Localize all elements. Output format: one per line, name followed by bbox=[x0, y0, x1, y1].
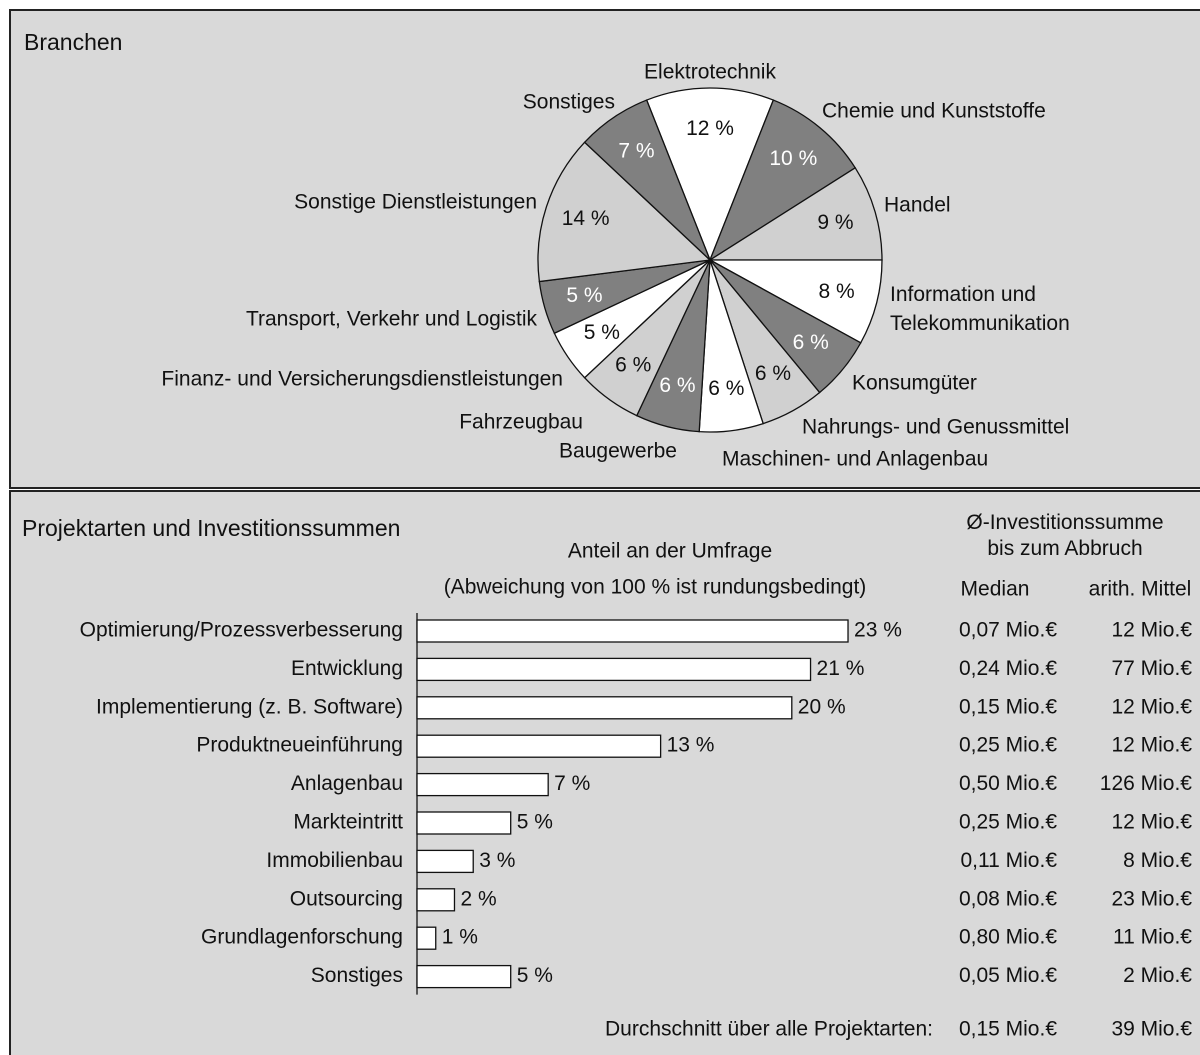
table-cell: 0,25 Mio.€ bbox=[959, 734, 1057, 757]
table-cell: 12 Mio.€ bbox=[1111, 734, 1192, 757]
category-label: Chemie und Kunststoffe bbox=[822, 100, 1046, 123]
bar bbox=[416, 926, 437, 950]
value-label: 5 % bbox=[517, 811, 553, 834]
slice-label: 6 % bbox=[793, 331, 829, 354]
bar bbox=[416, 734, 662, 758]
category-label: Elektrotechnik bbox=[644, 61, 776, 84]
category-label: Baugewerbe bbox=[559, 440, 677, 463]
table-cell: 0,80 Mio.€ bbox=[959, 926, 1057, 949]
category-label: Nahrungs- und Genussmittel bbox=[802, 416, 1069, 439]
bar bbox=[416, 811, 512, 835]
y-tick-label: Produktneueinführung bbox=[196, 734, 403, 757]
table-cell: 8 Mio.€ bbox=[1123, 849, 1192, 872]
table-cell: 0,11 Mio.€ bbox=[961, 849, 1058, 872]
bar bbox=[416, 696, 793, 720]
subtitle: (Abweichung von 100 % ist rundungsbeding… bbox=[444, 576, 867, 599]
category-label: Sonstiges bbox=[523, 91, 615, 114]
pie-slice bbox=[645, 87, 775, 262]
bar-title: Projektarten und Investitionssummen bbox=[22, 515, 400, 541]
slice-label: 6 % bbox=[659, 374, 695, 397]
table-cell: 0,07 Mio.€ bbox=[959, 619, 1057, 642]
table-cell: 2 Mio.€ bbox=[1123, 964, 1192, 987]
bar bbox=[416, 772, 549, 797]
bar-panel bbox=[9, 490, 1200, 1055]
column-header: arith. Mittel bbox=[1089, 578, 1192, 601]
table-header: Ø-Investitionssumme bis zum Abbruch bbox=[966, 511, 1163, 560]
y-tick-label: Optimierung/Prozessverbesserung bbox=[80, 619, 403, 642]
table-cell: 0,05 Mio.€ bbox=[959, 964, 1057, 987]
pie-slice bbox=[583, 99, 711, 261]
slice-label: 5 % bbox=[566, 284, 602, 307]
column-header: Median bbox=[961, 578, 1030, 601]
bar bbox=[416, 964, 512, 989]
value-label: 7 % bbox=[554, 772, 590, 795]
value-label: 1 % bbox=[442, 926, 478, 949]
slice-label: 12 % bbox=[686, 117, 734, 140]
table-cell: 12 Mio.€ bbox=[1111, 695, 1192, 718]
y-tick-label: Immobilienbau bbox=[266, 849, 403, 872]
category-label: Handel bbox=[884, 194, 951, 217]
slice-label: 6 % bbox=[708, 377, 744, 400]
category-label: Fahrzeugbau bbox=[459, 411, 583, 434]
table-cell: 0,15 Mio.€ bbox=[959, 695, 1057, 718]
value-label: 23 % bbox=[854, 619, 902, 642]
footer-label: Durchschnitt über alle Projektarten: bbox=[605, 1018, 933, 1041]
y-tick-label: Grundlagenforschung bbox=[201, 926, 403, 949]
table-cell: 12 Mio.€ bbox=[1111, 811, 1192, 834]
category-label: Finanz- und Versicherungsdienstleistunge… bbox=[161, 368, 563, 391]
table-cell: 12 Mio.€ bbox=[1111, 619, 1192, 642]
bar bbox=[416, 657, 812, 682]
y-tick-label: Implementierung (z. B. Software) bbox=[96, 695, 403, 718]
category-label: Maschinen- und Anlagenbau bbox=[722, 448, 988, 471]
y-tick-label: Markteintritt bbox=[293, 811, 403, 834]
footer-value: 39 Mio.€ bbox=[1111, 1018, 1192, 1041]
bar bbox=[416, 849, 474, 874]
table-cell: 0,50 Mio.€ bbox=[959, 772, 1057, 795]
value-label: 5 % bbox=[517, 964, 553, 987]
table-cell: 11 Mio.€ bbox=[1113, 926, 1192, 949]
table-cell: 23 Mio.€ bbox=[1111, 887, 1192, 910]
y-tick-label: Outsourcing bbox=[290, 887, 403, 910]
pie-slice bbox=[708, 99, 857, 262]
bar bbox=[416, 888, 456, 912]
y-tick-label: Anlagenbau bbox=[291, 772, 403, 795]
slice-label: 6 % bbox=[615, 353, 651, 376]
slice-label: 5 % bbox=[584, 321, 620, 344]
slice-label: 9 % bbox=[817, 211, 853, 234]
category-label: Konsumgüter bbox=[852, 372, 977, 395]
value-label: 3 % bbox=[479, 849, 515, 872]
value-label: 20 % bbox=[798, 695, 846, 718]
value-label: 21 % bbox=[817, 657, 865, 680]
table-cell: 77 Mio.€ bbox=[1111, 657, 1192, 680]
pie-slice bbox=[707, 166, 883, 261]
slice-label: 10 % bbox=[769, 147, 817, 170]
bar bbox=[416, 619, 849, 643]
slice-label: 6 % bbox=[755, 362, 791, 385]
pie-title: Branchen bbox=[24, 29, 122, 55]
value-label: 2 % bbox=[460, 887, 496, 910]
category-label: Information und Telekommunikation bbox=[890, 283, 1070, 335]
y-tick-label: Sonstiges bbox=[311, 964, 403, 987]
category-label: Transport, Verkehr und Logistik bbox=[246, 308, 538, 331]
slice-label: 14 % bbox=[562, 207, 610, 230]
table-cell: 0,24 Mio.€ bbox=[959, 657, 1057, 680]
value-label: 13 % bbox=[667, 734, 715, 757]
x-axis-label: Anteil an der Umfrage bbox=[568, 540, 772, 563]
table-cell: 0,08 Mio.€ bbox=[959, 887, 1057, 910]
slice-label: 7 % bbox=[618, 139, 654, 162]
table-cell: 126 Mio.€ bbox=[1100, 772, 1193, 795]
slice-label: 8 % bbox=[819, 280, 855, 303]
category-label: Sonstige Dienstleistungen bbox=[294, 191, 537, 214]
table-cell: 0,25 Mio.€ bbox=[959, 811, 1057, 834]
pie-slice bbox=[537, 141, 712, 283]
y-tick-label: Entwicklung bbox=[291, 657, 403, 680]
footer-value: 0,15 Mio.€ bbox=[959, 1018, 1057, 1041]
